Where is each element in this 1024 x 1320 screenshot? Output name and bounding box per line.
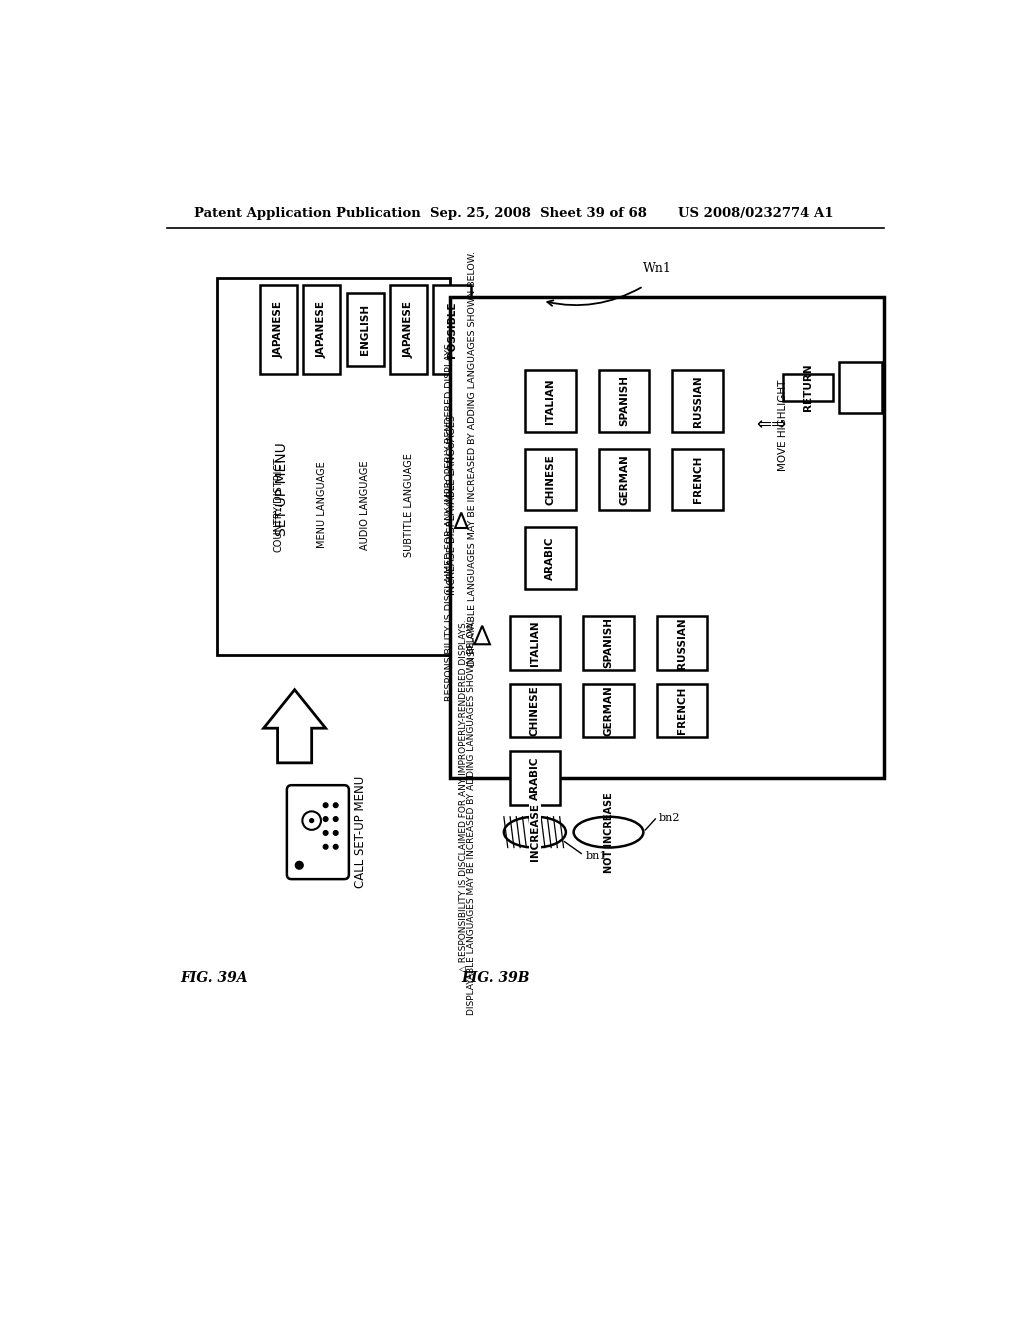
Text: FRENCH: FRENCH: [692, 455, 702, 503]
Bar: [657, 684, 708, 738]
Bar: [584, 615, 634, 669]
Circle shape: [324, 845, 328, 849]
Text: CHINESE: CHINESE: [546, 454, 555, 504]
Circle shape: [334, 845, 338, 849]
Bar: [510, 751, 560, 805]
Bar: [840, 363, 882, 412]
Text: SET-UP MENU: SET-UP MENU: [275, 442, 289, 536]
Circle shape: [324, 817, 328, 821]
Bar: [510, 615, 560, 669]
Text: GERMAN: GERMAN: [603, 685, 613, 735]
Bar: [599, 449, 649, 511]
Text: POSSIBLE: POSSIBLE: [446, 301, 457, 358]
Text: bn1: bn1: [586, 851, 607, 861]
Bar: [217, 277, 450, 655]
Circle shape: [334, 830, 338, 836]
Text: FIG. 39A: FIG. 39A: [180, 972, 248, 985]
Bar: [303, 285, 340, 374]
Text: △ RESPONSIBILITY IS DISCLAIMED FOR ANY IMPROPERLY-RENDERED DISPLAYS.: △ RESPONSIBILITY IS DISCLAIMED FOR ANY I…: [459, 619, 468, 973]
Text: MOVE HIGHLIGHT: MOVE HIGHLIGHT: [778, 379, 787, 470]
Bar: [390, 285, 427, 374]
Bar: [584, 684, 634, 738]
Text: CHINESE: CHINESE: [529, 685, 540, 735]
Text: bn2: bn2: [658, 813, 680, 822]
Text: DISPLAYABLE LANGUAGES MAY BE INCREASED BY ADDING LANGUAGES SHOWN BELOW.: DISPLAYABLE LANGUAGES MAY BE INCREASED B…: [468, 251, 477, 667]
Text: JAPANESE: JAPANESE: [273, 301, 284, 358]
Bar: [673, 370, 723, 432]
Text: FINISH: FINISH: [856, 367, 865, 408]
Bar: [599, 370, 649, 432]
Text: GERMAN: GERMAN: [618, 454, 629, 504]
Text: CALL SET-UP MENU: CALL SET-UP MENU: [354, 776, 367, 888]
Circle shape: [334, 803, 338, 808]
Text: ⇐⇒: ⇐⇒: [756, 416, 786, 434]
Bar: [783, 374, 834, 401]
Text: ARABIC: ARABIC: [546, 536, 555, 579]
Text: MENU LANGUAGE: MENU LANGUAGE: [316, 462, 327, 548]
Bar: [510, 684, 560, 738]
Bar: [346, 293, 384, 367]
Bar: [433, 285, 471, 374]
Bar: [525, 527, 575, 589]
Text: Patent Application Publication: Patent Application Publication: [194, 207, 421, 220]
Ellipse shape: [504, 817, 566, 847]
Circle shape: [295, 862, 303, 869]
Text: ARABIC: ARABIC: [529, 756, 540, 800]
Text: INCREASE: INCREASE: [529, 803, 540, 861]
Bar: [673, 449, 723, 511]
Text: AUDIO LANGUAGE: AUDIO LANGUAGE: [360, 461, 370, 549]
Circle shape: [324, 830, 328, 836]
Text: ENGLISH: ENGLISH: [360, 304, 370, 355]
Text: ITALIAN: ITALIAN: [546, 378, 555, 424]
Bar: [525, 449, 575, 511]
Circle shape: [324, 803, 328, 808]
Text: DISPLAYABLE LANGUAGES MAY BE INCREASED BY ADDING LANGUAGES SHOWN BELOW.: DISPLAYABLE LANGUAGES MAY BE INCREASED B…: [467, 619, 476, 1015]
Text: INCREASE DISPLAYABLE LANGUAGES: INCREASE DISPLAYABLE LANGUAGES: [446, 414, 457, 595]
Text: Wn1: Wn1: [643, 263, 672, 276]
Text: SPANISH: SPANISH: [603, 618, 613, 668]
Text: ITALIAN: ITALIAN: [529, 620, 540, 665]
FancyBboxPatch shape: [287, 785, 349, 879]
Text: RESPONSIBILITY IS DISCLAIMED FOR ANY IMPROPERLY-RENDERED DISPLAYS.: RESPONSIBILITY IS DISCLAIMED FOR ANY IMP…: [445, 339, 454, 701]
Text: JAPANESE: JAPANESE: [316, 301, 327, 358]
Text: US 2008/0232774 A1: US 2008/0232774 A1: [678, 207, 834, 220]
Text: FIG. 39B: FIG. 39B: [461, 972, 529, 985]
Bar: [450, 297, 884, 779]
Text: RUSSIAN: RUSSIAN: [692, 375, 702, 426]
Text: FRENCH: FRENCH: [677, 686, 687, 734]
Text: JAPANESE: JAPANESE: [403, 301, 414, 358]
Text: COUNTRY/DISTRICT: COUNTRY/DISTRICT: [273, 458, 284, 552]
Text: RETURN: RETURN: [803, 364, 813, 412]
Ellipse shape: [573, 817, 643, 847]
Text: Sep. 25, 2008  Sheet 39 of 68: Sep. 25, 2008 Sheet 39 of 68: [430, 207, 647, 220]
Text: SPANISH: SPANISH: [618, 375, 629, 426]
Bar: [525, 370, 575, 432]
Text: SUBTITLE LANGUAGE: SUBTITLE LANGUAGE: [403, 453, 414, 557]
Bar: [260, 285, 297, 374]
Text: RUSSIAN: RUSSIAN: [677, 616, 687, 668]
Circle shape: [334, 817, 338, 821]
Text: NOT INCREASE: NOT INCREASE: [603, 792, 613, 873]
Bar: [657, 615, 708, 669]
Circle shape: [309, 818, 313, 822]
